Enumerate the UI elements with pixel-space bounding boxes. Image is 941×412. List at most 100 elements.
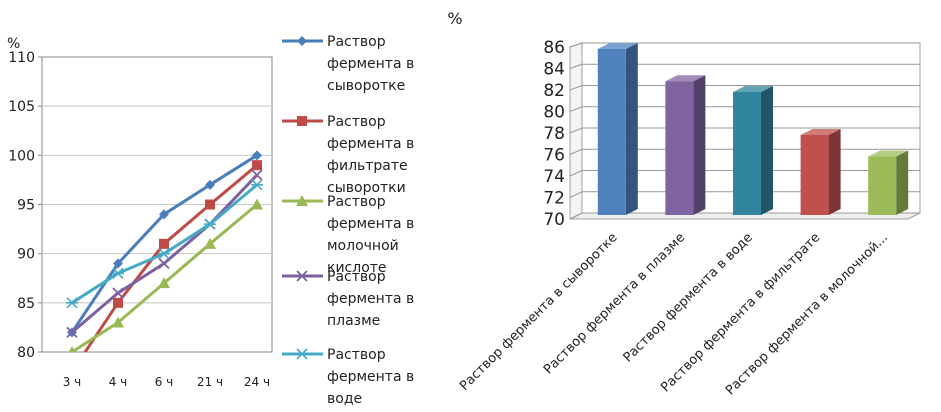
line-x-tick-label: 21 ч xyxy=(197,375,223,389)
line-series-2 xyxy=(83,164,258,352)
legend-label: Раствор xyxy=(327,114,386,130)
bar-gridline xyxy=(569,127,920,134)
legend-label: фермента в xyxy=(327,369,414,385)
line-point xyxy=(113,297,123,308)
legend-item: Раствор фермента в фильтрате сыворотки xyxy=(282,114,414,196)
line-point-stroke-b xyxy=(66,326,78,338)
bar-side-face xyxy=(828,129,841,215)
bar-gridline xyxy=(569,85,920,91)
line-point-stroke-b xyxy=(112,287,124,299)
legend-item: Раствор фермента в воде xyxy=(282,347,414,407)
bar-side-face xyxy=(761,86,773,215)
bar-gridline xyxy=(569,106,920,112)
legend-swatch-marker xyxy=(296,348,308,360)
line-x-tick-label: 4 ч xyxy=(109,375,128,389)
legend-item: Раствор фермента в сыворотке xyxy=(282,34,414,94)
legend-label: Раствор xyxy=(327,347,386,363)
bar-chart-title: % xyxy=(447,9,462,28)
bar-top-face xyxy=(800,129,841,135)
line-point xyxy=(159,209,169,220)
line-point-stroke-b xyxy=(158,257,170,270)
line-y-tick-label: 85 xyxy=(17,296,35,312)
bar-4 xyxy=(800,129,841,215)
bar-side-face xyxy=(625,43,638,215)
bar-y-tick-label: 78 xyxy=(543,124,565,144)
bar-y-tick-label: 74 xyxy=(543,167,565,187)
line-point xyxy=(252,160,262,171)
line-point xyxy=(251,179,263,191)
legend-item: Раствор фермента в плазме xyxy=(282,269,414,329)
bar-front-face xyxy=(868,156,897,215)
legend-swatch-marker xyxy=(296,270,308,282)
bar-front-face xyxy=(597,49,626,215)
line-x-tick-label: 3 ч xyxy=(63,375,82,389)
legend-label: плазме xyxy=(327,313,380,329)
legend-swatch-marker-stroke-b xyxy=(296,270,308,282)
line-point xyxy=(205,179,215,190)
legend-label: сыворотки xyxy=(327,180,406,196)
line-point xyxy=(251,169,263,181)
legend-label: кислоте xyxy=(327,260,387,276)
line-series-group xyxy=(66,150,263,352)
bar-front-face xyxy=(665,81,694,215)
line-y-tick-label: 100 xyxy=(8,148,35,164)
bar-3 xyxy=(733,86,773,215)
line-point xyxy=(204,237,216,249)
bar-top-face xyxy=(733,86,773,92)
bar-x-tick-label: Раствор фермента в плазме xyxy=(541,230,688,377)
bar-y-tick-label: 84 xyxy=(543,60,565,80)
bar-x-tick-label: Раствор фермента в воде xyxy=(621,230,756,365)
line-point xyxy=(159,238,169,249)
bar-y-tick-label: 72 xyxy=(543,189,565,209)
legend-label: Раствор xyxy=(327,269,386,285)
line-y-tick-label: 80 xyxy=(17,345,35,361)
bar-y-tick-label: 70 xyxy=(543,210,565,230)
bar-side-face xyxy=(896,150,909,215)
bar-front-face xyxy=(733,92,761,215)
line-point xyxy=(251,198,263,210)
line-point xyxy=(112,316,124,328)
line-y-tick-label: 90 xyxy=(17,247,35,263)
line-x-tick-label: 6 ч xyxy=(155,375,174,389)
line-y-axis-label: % xyxy=(7,36,20,52)
legend-label: фермента в xyxy=(327,136,414,152)
line-point-stroke-b xyxy=(251,169,263,181)
legend-swatch-marker xyxy=(296,195,308,206)
bar-gridline xyxy=(569,42,920,48)
line-point xyxy=(66,326,78,338)
bar-2 xyxy=(665,75,706,215)
bar-front-face xyxy=(800,135,829,215)
line-y-tick-label: 95 xyxy=(17,198,35,214)
legend-label: Раствор xyxy=(327,194,386,210)
legend-label: молочной xyxy=(327,238,399,254)
line-point xyxy=(112,287,124,299)
bar-5 xyxy=(868,150,909,215)
line-point xyxy=(158,248,170,260)
legend-label: воде xyxy=(327,391,362,407)
bar-gridline xyxy=(569,63,920,69)
legend-swatch-marker xyxy=(297,36,307,46)
bar-y-tick-label: 86 xyxy=(543,38,565,58)
line-point xyxy=(204,218,216,230)
line-point xyxy=(158,257,170,270)
legend-label: сыворотке xyxy=(327,78,405,94)
legend-label: фермента в xyxy=(327,291,414,307)
line-point xyxy=(112,267,124,279)
bar-top-face xyxy=(868,150,909,157)
line-point xyxy=(113,258,123,269)
bar-y-tick-label: 82 xyxy=(543,81,565,101)
line-point xyxy=(68,346,76,352)
line-point xyxy=(252,150,262,161)
legend-swatch-marker xyxy=(297,116,307,126)
line-y-tick-label: 105 xyxy=(8,99,35,115)
legend-label: Раствор xyxy=(327,34,386,50)
bar-top-face xyxy=(665,75,706,82)
line-point xyxy=(205,199,215,210)
line-point xyxy=(66,297,78,309)
line-point xyxy=(158,277,170,289)
bar-side-face xyxy=(693,75,706,215)
bar-top-face xyxy=(597,43,638,49)
bar-y-tick-label: 80 xyxy=(543,103,565,123)
